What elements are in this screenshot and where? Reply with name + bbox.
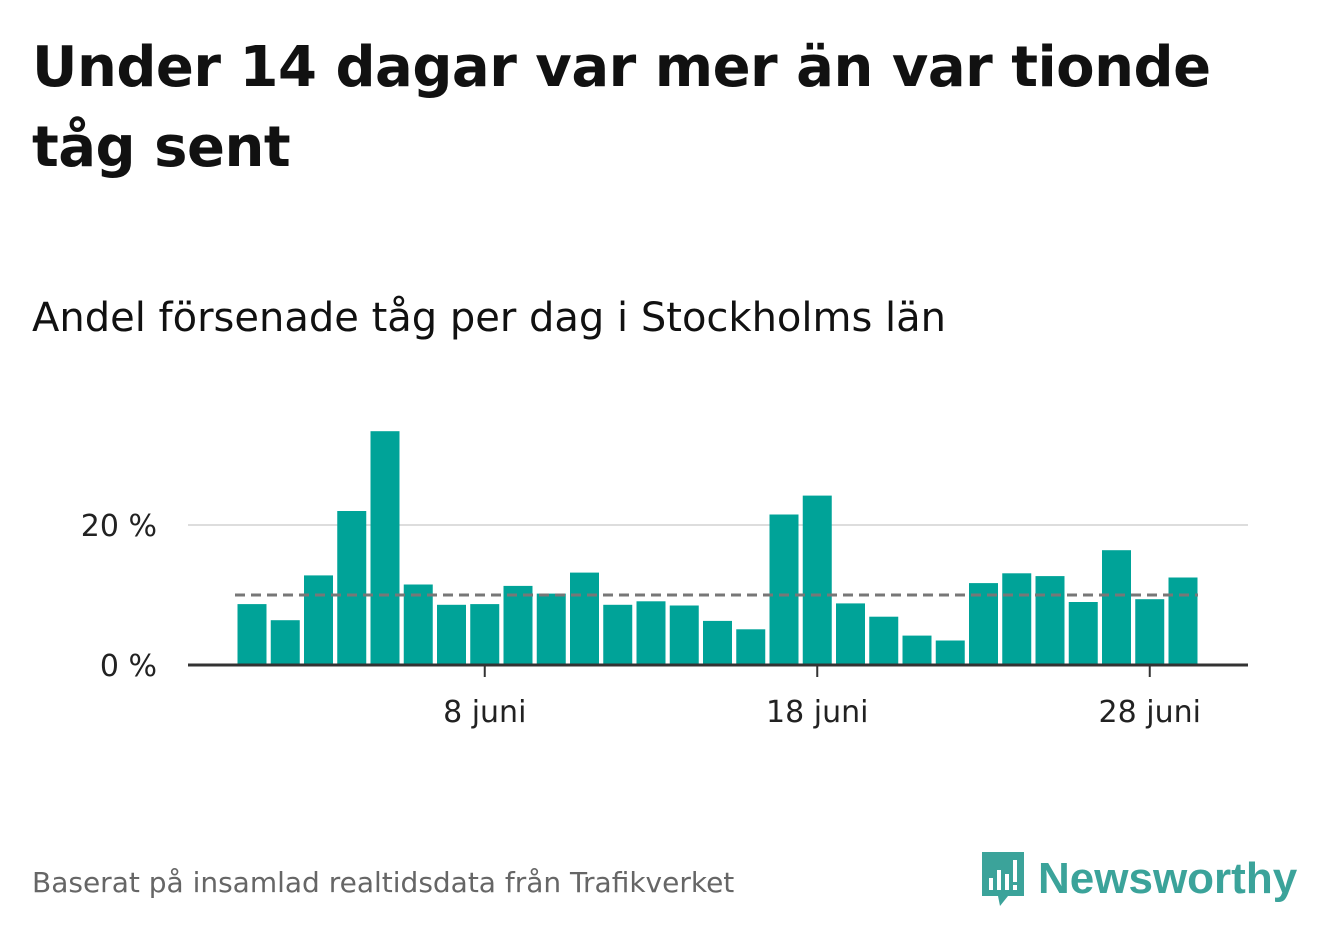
bar	[935, 640, 965, 665]
source-note: Baserat på insamlad realtidsdata från Tr…	[32, 866, 735, 899]
bar	[403, 584, 433, 665]
newsworthy-logo: Newsworthy	[978, 848, 1297, 910]
y-tick-label: 20 %	[81, 509, 157, 544]
x-tick-label: 8 juni	[443, 695, 526, 730]
bar	[902, 635, 932, 665]
bar	[1002, 573, 1032, 665]
bar	[470, 604, 500, 665]
bar	[1102, 550, 1131, 665]
chart-title: Under 14 dagar var mer än var tionde tåg…	[32, 35, 1211, 180]
bar	[1035, 576, 1065, 665]
bar	[304, 575, 333, 665]
bar	[536, 593, 566, 665]
bar	[636, 601, 666, 665]
bar	[603, 604, 633, 665]
bar	[503, 585, 533, 665]
x-tick-label: 18 juni	[766, 695, 868, 730]
bar	[869, 616, 899, 665]
bar	[836, 603, 865, 665]
bar	[703, 620, 732, 665]
bar	[337, 511, 367, 665]
bar	[370, 431, 400, 665]
y-tick-label: 0 %	[100, 649, 157, 684]
chart-subtitle: Andel försenade tåg per dag i Stockholms…	[32, 295, 947, 341]
newsworthy-bars-icon	[982, 852, 1024, 906]
bar	[1168, 577, 1198, 665]
x-tick-label: 28 juni	[1099, 695, 1201, 730]
axis-layer: 0 % 20 % 8 juni 18 juni 28 juni	[81, 509, 1248, 730]
bar-chart: 0 % 20 % 8 juni 18 juni 28 juni	[81, 431, 1248, 730]
bar	[270, 620, 300, 665]
logo-text: Newsworthy	[1038, 854, 1298, 903]
bar	[802, 495, 832, 665]
bar	[237, 604, 267, 665]
bar	[736, 629, 766, 665]
bar	[969, 583, 998, 665]
bar	[769, 514, 799, 665]
bar	[437, 604, 466, 665]
bars-layer	[237, 431, 1198, 665]
bar	[1068, 602, 1098, 665]
bar	[570, 572, 599, 665]
bar	[1135, 599, 1165, 665]
bar	[669, 605, 699, 665]
